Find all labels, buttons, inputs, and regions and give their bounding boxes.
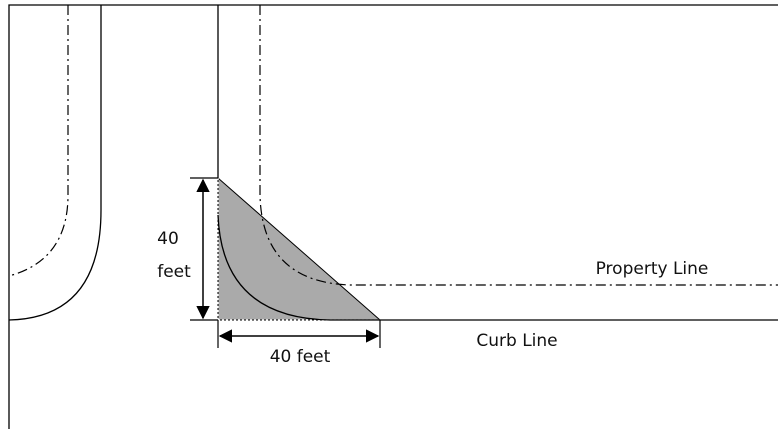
left-property-line (8, 5, 69, 277)
curb-line-label: Curb Line (476, 331, 557, 351)
horizontal-dimension-ticks (217, 320, 381, 348)
property-line-label: Property Line (596, 259, 709, 279)
vertical-dimension-number: 40 (157, 229, 179, 249)
vertical-dimension-unit: feet (157, 262, 191, 282)
left-curb (8, 5, 102, 321)
frame (8, 4, 778, 429)
curb-line (217, 214, 778, 321)
sight-triangle (217, 176, 382, 321)
property-line (259, 5, 778, 286)
vertical-dimension-ticks (190, 177, 218, 321)
horizontal-dimension-label: 40 feet (270, 347, 331, 367)
